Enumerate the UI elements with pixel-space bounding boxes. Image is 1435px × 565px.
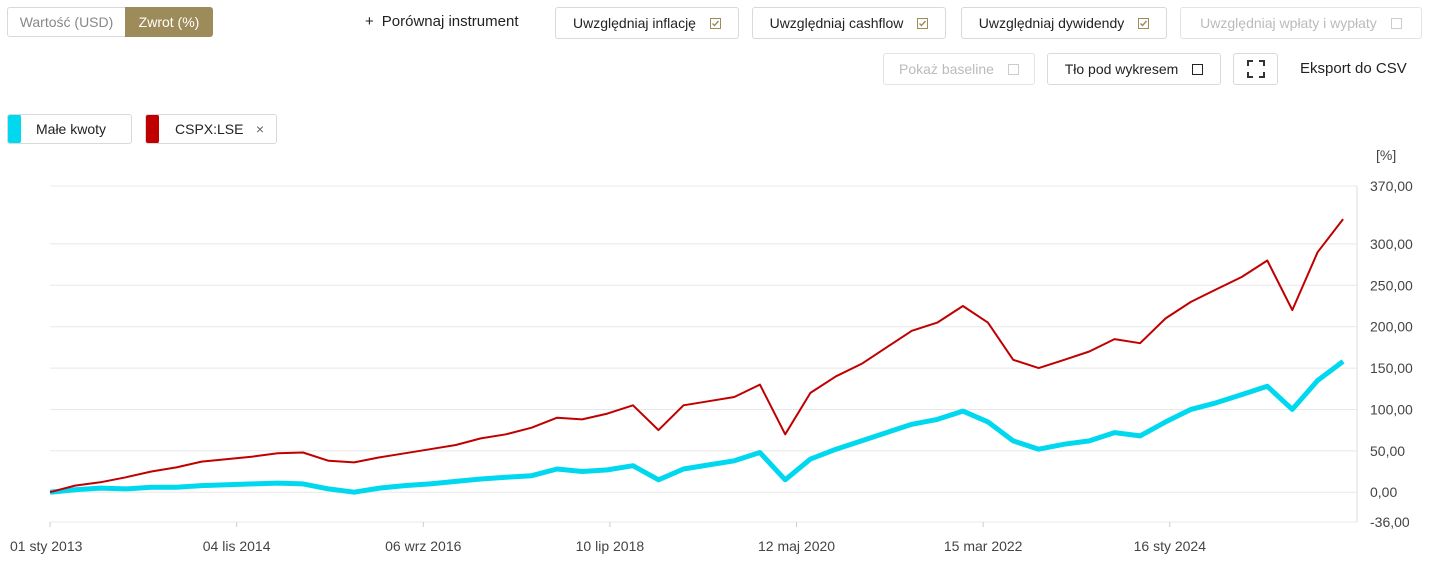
check-mark bbox=[711, 20, 719, 27]
x-tick-label: 10 lip 2018 bbox=[576, 538, 645, 554]
option[interactable]: Uwzględniaj dywidendy bbox=[961, 7, 1167, 39]
checkbox bbox=[1390, 17, 1402, 29]
option[interactable]: Pokaż baseline bbox=[883, 53, 1035, 85]
checkbox bbox=[709, 17, 721, 29]
y-tick-label: 150,00 bbox=[1370, 360, 1413, 376]
fullscreen-button[interactable] bbox=[1233, 53, 1278, 85]
toggle-return[interactable]: Zwrot (%) bbox=[125, 7, 213, 37]
option[interactable]: Uwzględniaj cashflow bbox=[752, 7, 946, 39]
y-tick-label: 300,00 bbox=[1370, 236, 1413, 252]
series-line bbox=[49, 359, 1345, 495]
toggle-label: Wartość (USD) bbox=[19, 14, 114, 30]
x-tick-label: 06 wrz 2016 bbox=[385, 538, 461, 554]
x-tick-label: 04 lis 2014 bbox=[203, 538, 271, 554]
y-tick-label: -36,00 bbox=[1370, 514, 1410, 530]
export-button[interactable]: Eksport do CSV bbox=[1300, 60, 1407, 77]
option-label: Tło pod wykresem bbox=[1064, 61, 1179, 77]
legend-swatch bbox=[8, 115, 21, 143]
plus-icon: + bbox=[365, 13, 374, 30]
y-tick-label: 250,00 bbox=[1370, 277, 1413, 293]
y-tick-label: 370,00 bbox=[1370, 178, 1413, 194]
fullscreen-icon bbox=[1246, 60, 1265, 78]
option[interactable]: Uwzględniaj wpłaty i wypłaty bbox=[1180, 7, 1422, 39]
legend-swatch bbox=[146, 115, 159, 143]
compare-label: Porównaj instrument bbox=[381, 13, 519, 30]
legend-item[interactable]: Małe kwoty bbox=[7, 114, 132, 144]
option[interactable]: Tło pod wykresem bbox=[1047, 53, 1221, 85]
y-tick-label: 100,00 bbox=[1370, 401, 1413, 417]
option-label: Pokaż baseline bbox=[899, 61, 994, 77]
checkbox bbox=[1138, 17, 1150, 29]
checkbox bbox=[917, 17, 929, 29]
x-tick-label: 12 maj 2020 bbox=[758, 538, 835, 554]
y-tick-label: 0,00 bbox=[1370, 484, 1397, 500]
legend-label: CSPX:LSE bbox=[175, 121, 244, 137]
x-tick-label: 01 sty 2013 bbox=[10, 538, 83, 554]
check-mark bbox=[1140, 20, 1148, 27]
legend-label: Małe kwoty bbox=[36, 121, 107, 137]
x-tick-label: 16 sty 2024 bbox=[1134, 538, 1207, 554]
checkbox bbox=[1007, 63, 1019, 75]
legend-item[interactable]: CSPX:LSE × bbox=[145, 114, 277, 144]
option-label: Uwzględniaj wpłaty i wypłaty bbox=[1200, 15, 1377, 31]
option-label: Uwzględniaj dywidendy bbox=[978, 15, 1125, 31]
option[interactable]: Uwzględniaj inflację bbox=[555, 7, 739, 39]
x-tick-label: 15 mar 2022 bbox=[944, 538, 1023, 554]
y-unit: [%] bbox=[1376, 147, 1396, 163]
option-label: Uwzględniaj inflację bbox=[573, 15, 696, 31]
checkbox bbox=[1192, 63, 1204, 75]
toggle-label: Zwrot (%) bbox=[138, 14, 200, 30]
legend-remove[interactable]: × bbox=[255, 121, 264, 137]
y-tick-label: 200,00 bbox=[1370, 319, 1413, 335]
series-line bbox=[49, 218, 1344, 494]
check-mark bbox=[919, 20, 927, 27]
option-label: Uwzględniaj cashflow bbox=[769, 15, 904, 31]
compare-button[interactable]: + Porównaj instrument bbox=[365, 13, 519, 30]
y-tick-label: 50,00 bbox=[1370, 443, 1405, 459]
